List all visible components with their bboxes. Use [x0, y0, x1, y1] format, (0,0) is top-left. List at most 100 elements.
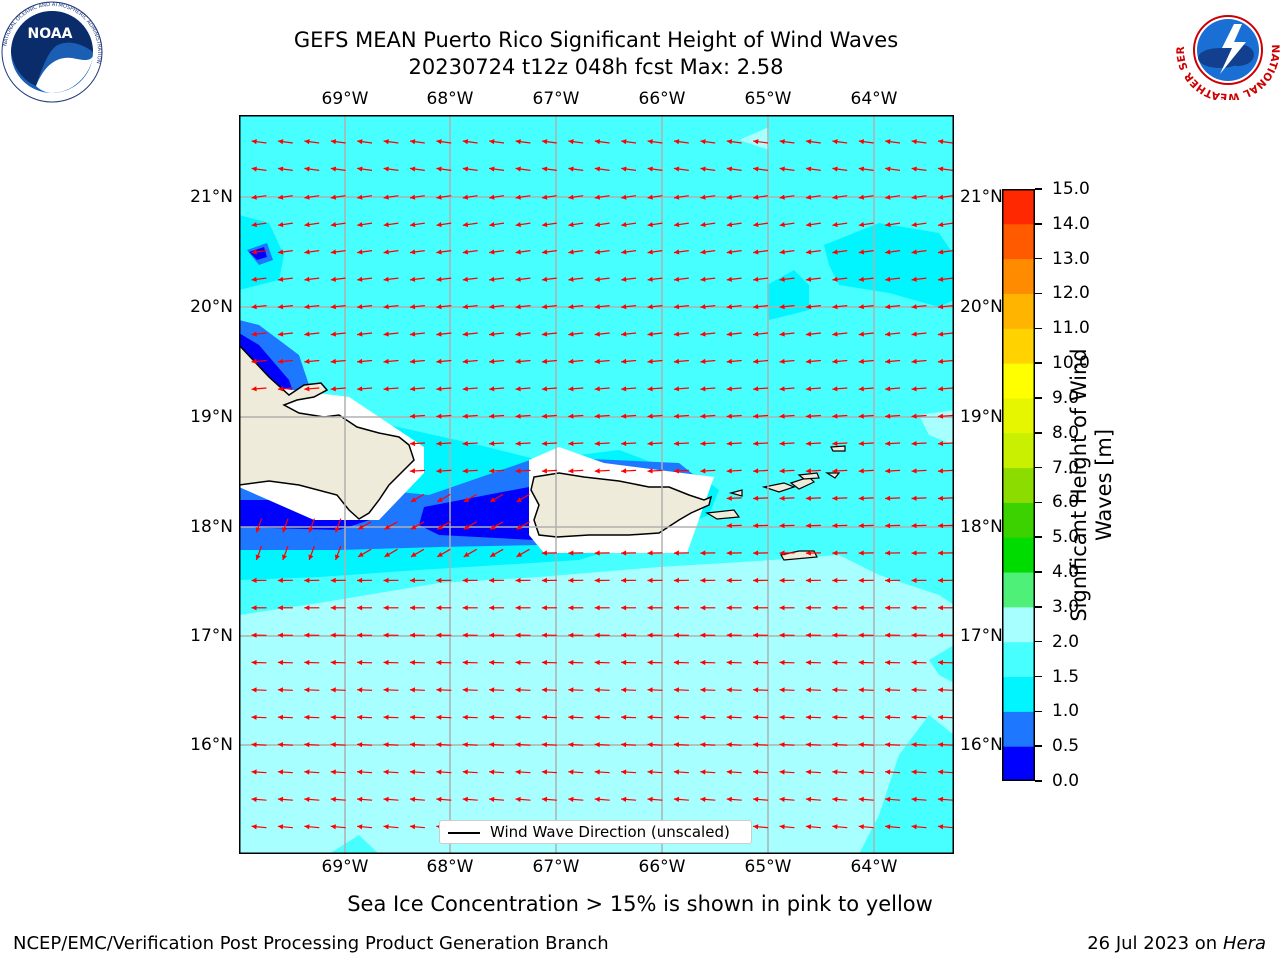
wind-arrow-head [542, 166, 548, 172]
wind-arrow-head [621, 550, 627, 556]
wind-arrow-head [937, 605, 943, 611]
wind-arrow-head [277, 796, 284, 802]
wind-arrow-head [358, 524, 364, 530]
island [824, 472, 841, 479]
colorbar-segment [1002, 397, 1035, 434]
wind-arrow-head [673, 769, 680, 775]
wind-arrow-head [436, 796, 442, 802]
wind-arrow-head [304, 139, 310, 145]
wind-arrow-head [462, 413, 468, 419]
wind-arrow-head [779, 304, 785, 310]
wind-arrow-head [515, 166, 521, 172]
wind-arrow-head [568, 796, 574, 802]
wind-arrow-head [489, 139, 495, 145]
wind-arrow-head [462, 742, 468, 748]
wind-arrow-head [621, 659, 627, 666]
wind-arrow-head [358, 552, 364, 557]
wind-arrow-head [779, 824, 785, 830]
wind-arrow-head [357, 742, 363, 748]
wind-arrow-head [330, 824, 336, 830]
wind-arrow-head [515, 441, 521, 447]
wind-arrow-head [515, 222, 521, 228]
wind-arrow-head [409, 577, 415, 583]
wind-arrow-head [832, 577, 838, 583]
wind-arrow-head [726, 331, 732, 337]
wind-arrow-head [621, 222, 627, 228]
wind-arrow-head [700, 714, 706, 720]
wind-arrow-head [251, 331, 257, 337]
wind-arrow-head [357, 166, 363, 172]
wind-arrow-head [541, 687, 547, 693]
wind-arrow-head [806, 249, 812, 255]
wind-arrow-head [805, 441, 812, 447]
wind-arrow-head [277, 386, 284, 392]
wind-arrow-head [858, 495, 864, 501]
wind-arrow-head [251, 358, 257, 364]
colorbar-tick-label: 8.0 [1052, 422, 1080, 443]
wind-arrow-head [832, 358, 838, 364]
wind-arrow-head [621, 249, 627, 255]
wind-arrow-head [594, 386, 600, 392]
wind-arrow-head [805, 304, 812, 310]
wind-arrow-head [409, 358, 416, 364]
wind-arrow-head [674, 276, 680, 282]
wind-arrow-head [673, 632, 679, 638]
wind-arrow-head [409, 331, 416, 337]
wind-arrow-head [334, 527, 340, 533]
wind-arrow-head [621, 468, 627, 474]
wind-arrow-head [594, 194, 601, 200]
wind-arrow-head [436, 577, 442, 583]
colorbar-tick-mark [1035, 501, 1042, 504]
colorbar-tick-mark [1035, 362, 1042, 364]
wind-arrow-head [911, 742, 917, 748]
wind-arrow-head [541, 605, 547, 611]
colorbar-tick-mark [1035, 640, 1042, 643]
wind-arrow-head [489, 413, 495, 419]
footer-machine: Hera [1222, 933, 1266, 954]
wind-arrow-head [409, 413, 416, 419]
wind-arrow-head [621, 605, 627, 611]
wind-arrow-head [568, 550, 574, 556]
wind-arrows [251, 139, 953, 830]
wind-arrow-head [700, 276, 706, 282]
wind-arrow-head [673, 605, 679, 611]
wind-arrow-head [330, 276, 336, 282]
wind-arrow-head [779, 166, 785, 172]
lat-label-right: 17°N [960, 626, 1003, 646]
wind-arrow-head [409, 742, 415, 748]
wind-arrow-head [832, 222, 838, 228]
wind-arrow-head [858, 687, 864, 693]
wind-arrow-head [541, 441, 548, 447]
wind-arrow-head [832, 550, 838, 556]
wave-band-2-3 [739, 127, 769, 150]
wind-arrow-head [753, 742, 759, 748]
wind-arrow-head [357, 386, 363, 392]
wind-arrow-head [938, 166, 944, 172]
wind-arrow-head [647, 331, 653, 337]
wind-arrow-head [384, 524, 391, 530]
legend-line-swatch [448, 832, 480, 834]
wind-arrow-head [462, 769, 468, 775]
wind-arrow-head [911, 714, 917, 720]
wind-arrow-head [911, 495, 917, 501]
wind-arrow-head [278, 276, 284, 282]
wave-band-2-3 [239, 555, 954, 854]
wind-arrow-head [330, 714, 336, 720]
wind-arrow-head [541, 304, 548, 310]
wind-arrow-head [621, 413, 627, 419]
wind-arrow-head [937, 824, 944, 830]
colorbar-segment [1002, 711, 1035, 747]
wind-arrow-head [700, 249, 706, 255]
wind-arrow-head [330, 304, 336, 310]
wind-arrow-head [383, 166, 389, 172]
wind-arrow-head [700, 222, 706, 228]
wind-arrow-head [937, 659, 943, 666]
wind-arrow-head [357, 358, 363, 364]
wind-arrow-head [516, 497, 523, 502]
wind-arrow-head [594, 166, 601, 172]
wind-arrow-head [647, 605, 653, 611]
wind-arrow-head [779, 796, 785, 802]
wind-arrow-head [779, 139, 785, 145]
island [830, 445, 846, 452]
wind-arrow-head [462, 577, 468, 583]
